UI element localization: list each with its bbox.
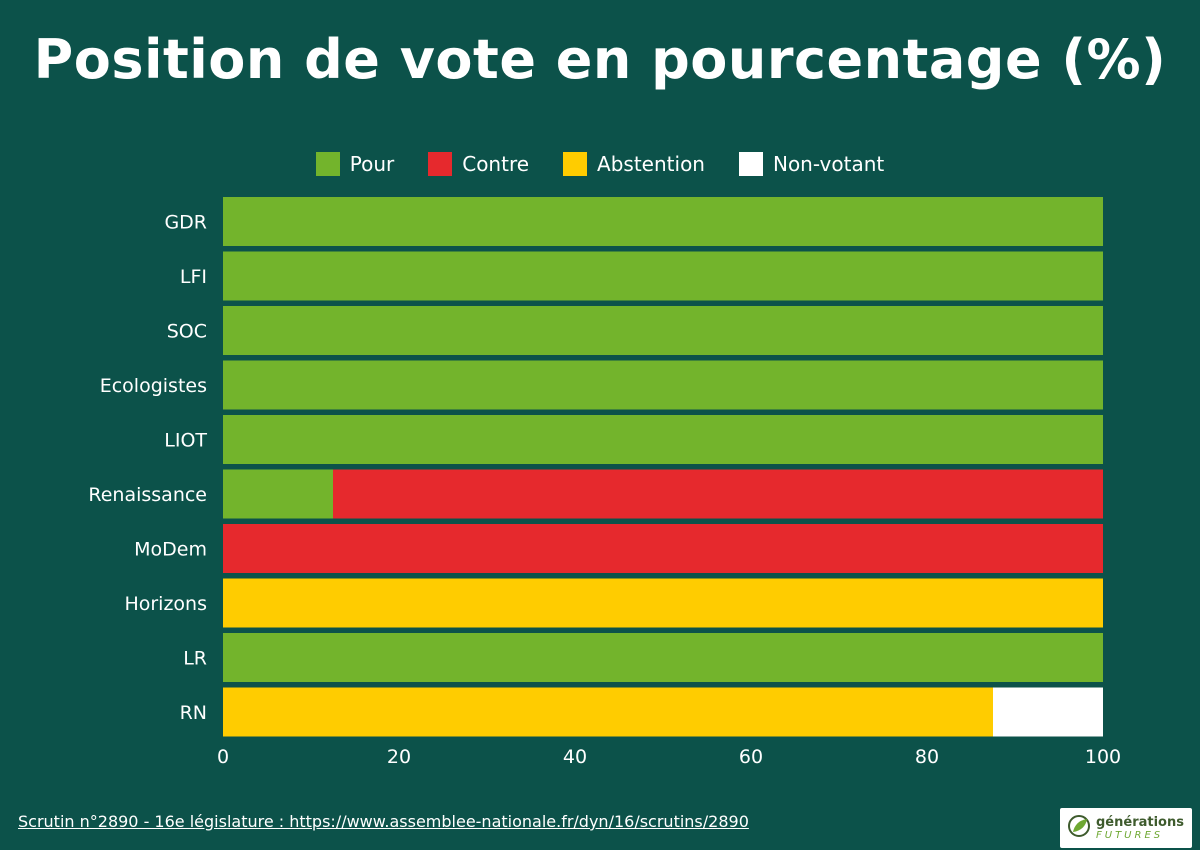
legend-swatch	[563, 152, 588, 176]
bar-liot-pour	[223, 415, 1103, 464]
legend-item-abstention: Abstention	[563, 152, 705, 176]
x-tick-label: 80	[915, 746, 939, 768]
source-link[interactable]: Scrutin n°2890 - 16e législature : https…	[18, 812, 749, 831]
bar-horizons-abstention	[223, 578, 1103, 628]
x-tick-label: 60	[739, 746, 763, 768]
category-label: GDR	[164, 212, 207, 234]
bar-chart: GDR LFI SOC Ecologistes LIOT Renaissance MoDem…	[88, 197, 1121, 768]
x-tick-label: 20	[387, 746, 411, 768]
bar-rn-abstention	[223, 687, 993, 737]
x-tick-label: 0	[217, 746, 229, 768]
category-label: Horizons	[124, 593, 207, 615]
bar-soc-pour	[223, 306, 1103, 355]
logo-line1: générations	[1096, 814, 1184, 830]
bar-lfi-pour	[223, 251, 1103, 301]
legend-label: Contre	[462, 152, 530, 176]
legend-swatch	[428, 152, 453, 176]
category-label: Ecologistes	[100, 375, 207, 397]
generations-futures-logo: générations FUTURES	[1060, 808, 1192, 848]
legend-swatch	[315, 152, 340, 176]
legend-label: Pour	[349, 152, 395, 176]
category-label: RN	[180, 702, 207, 724]
legend-swatch	[738, 152, 763, 176]
legend-item-contre: Contre	[428, 152, 529, 176]
bar-renaissance-pour	[223, 469, 333, 519]
legend-label: Non-votant	[772, 152, 885, 176]
bar-lr-pour	[223, 633, 1103, 682]
bar-renaissance-contre	[333, 469, 1103, 519]
legend-label: Abstention	[597, 152, 705, 176]
category-label: SOC	[167, 321, 207, 343]
leaf-icon	[1066, 813, 1092, 843]
chart-legend: Pour Contre Abstention Non-votant	[0, 152, 1200, 176]
bar-gdr-pour	[223, 197, 1103, 246]
logo-line2: FUTURES	[1096, 829, 1164, 841]
bar-rn-non-votant	[993, 687, 1103, 737]
category-label: MoDem	[134, 539, 207, 561]
category-label: LFI	[180, 266, 207, 288]
legend-item-pour: Pour	[315, 152, 395, 176]
category-label: LIOT	[164, 430, 207, 452]
bar-ecologistes-pour	[223, 360, 1103, 410]
chart-title: Position de vote en pourcentage (%)	[33, 28, 1167, 91]
x-tick-label: 40	[563, 746, 587, 768]
x-tick-label: 100	[1085, 746, 1121, 768]
category-label: LR	[183, 648, 207, 670]
bar-modem-contre	[223, 524, 1103, 573]
legend-item-non-votant: Non-votant	[738, 152, 885, 176]
category-label: Renaissance	[88, 484, 207, 506]
